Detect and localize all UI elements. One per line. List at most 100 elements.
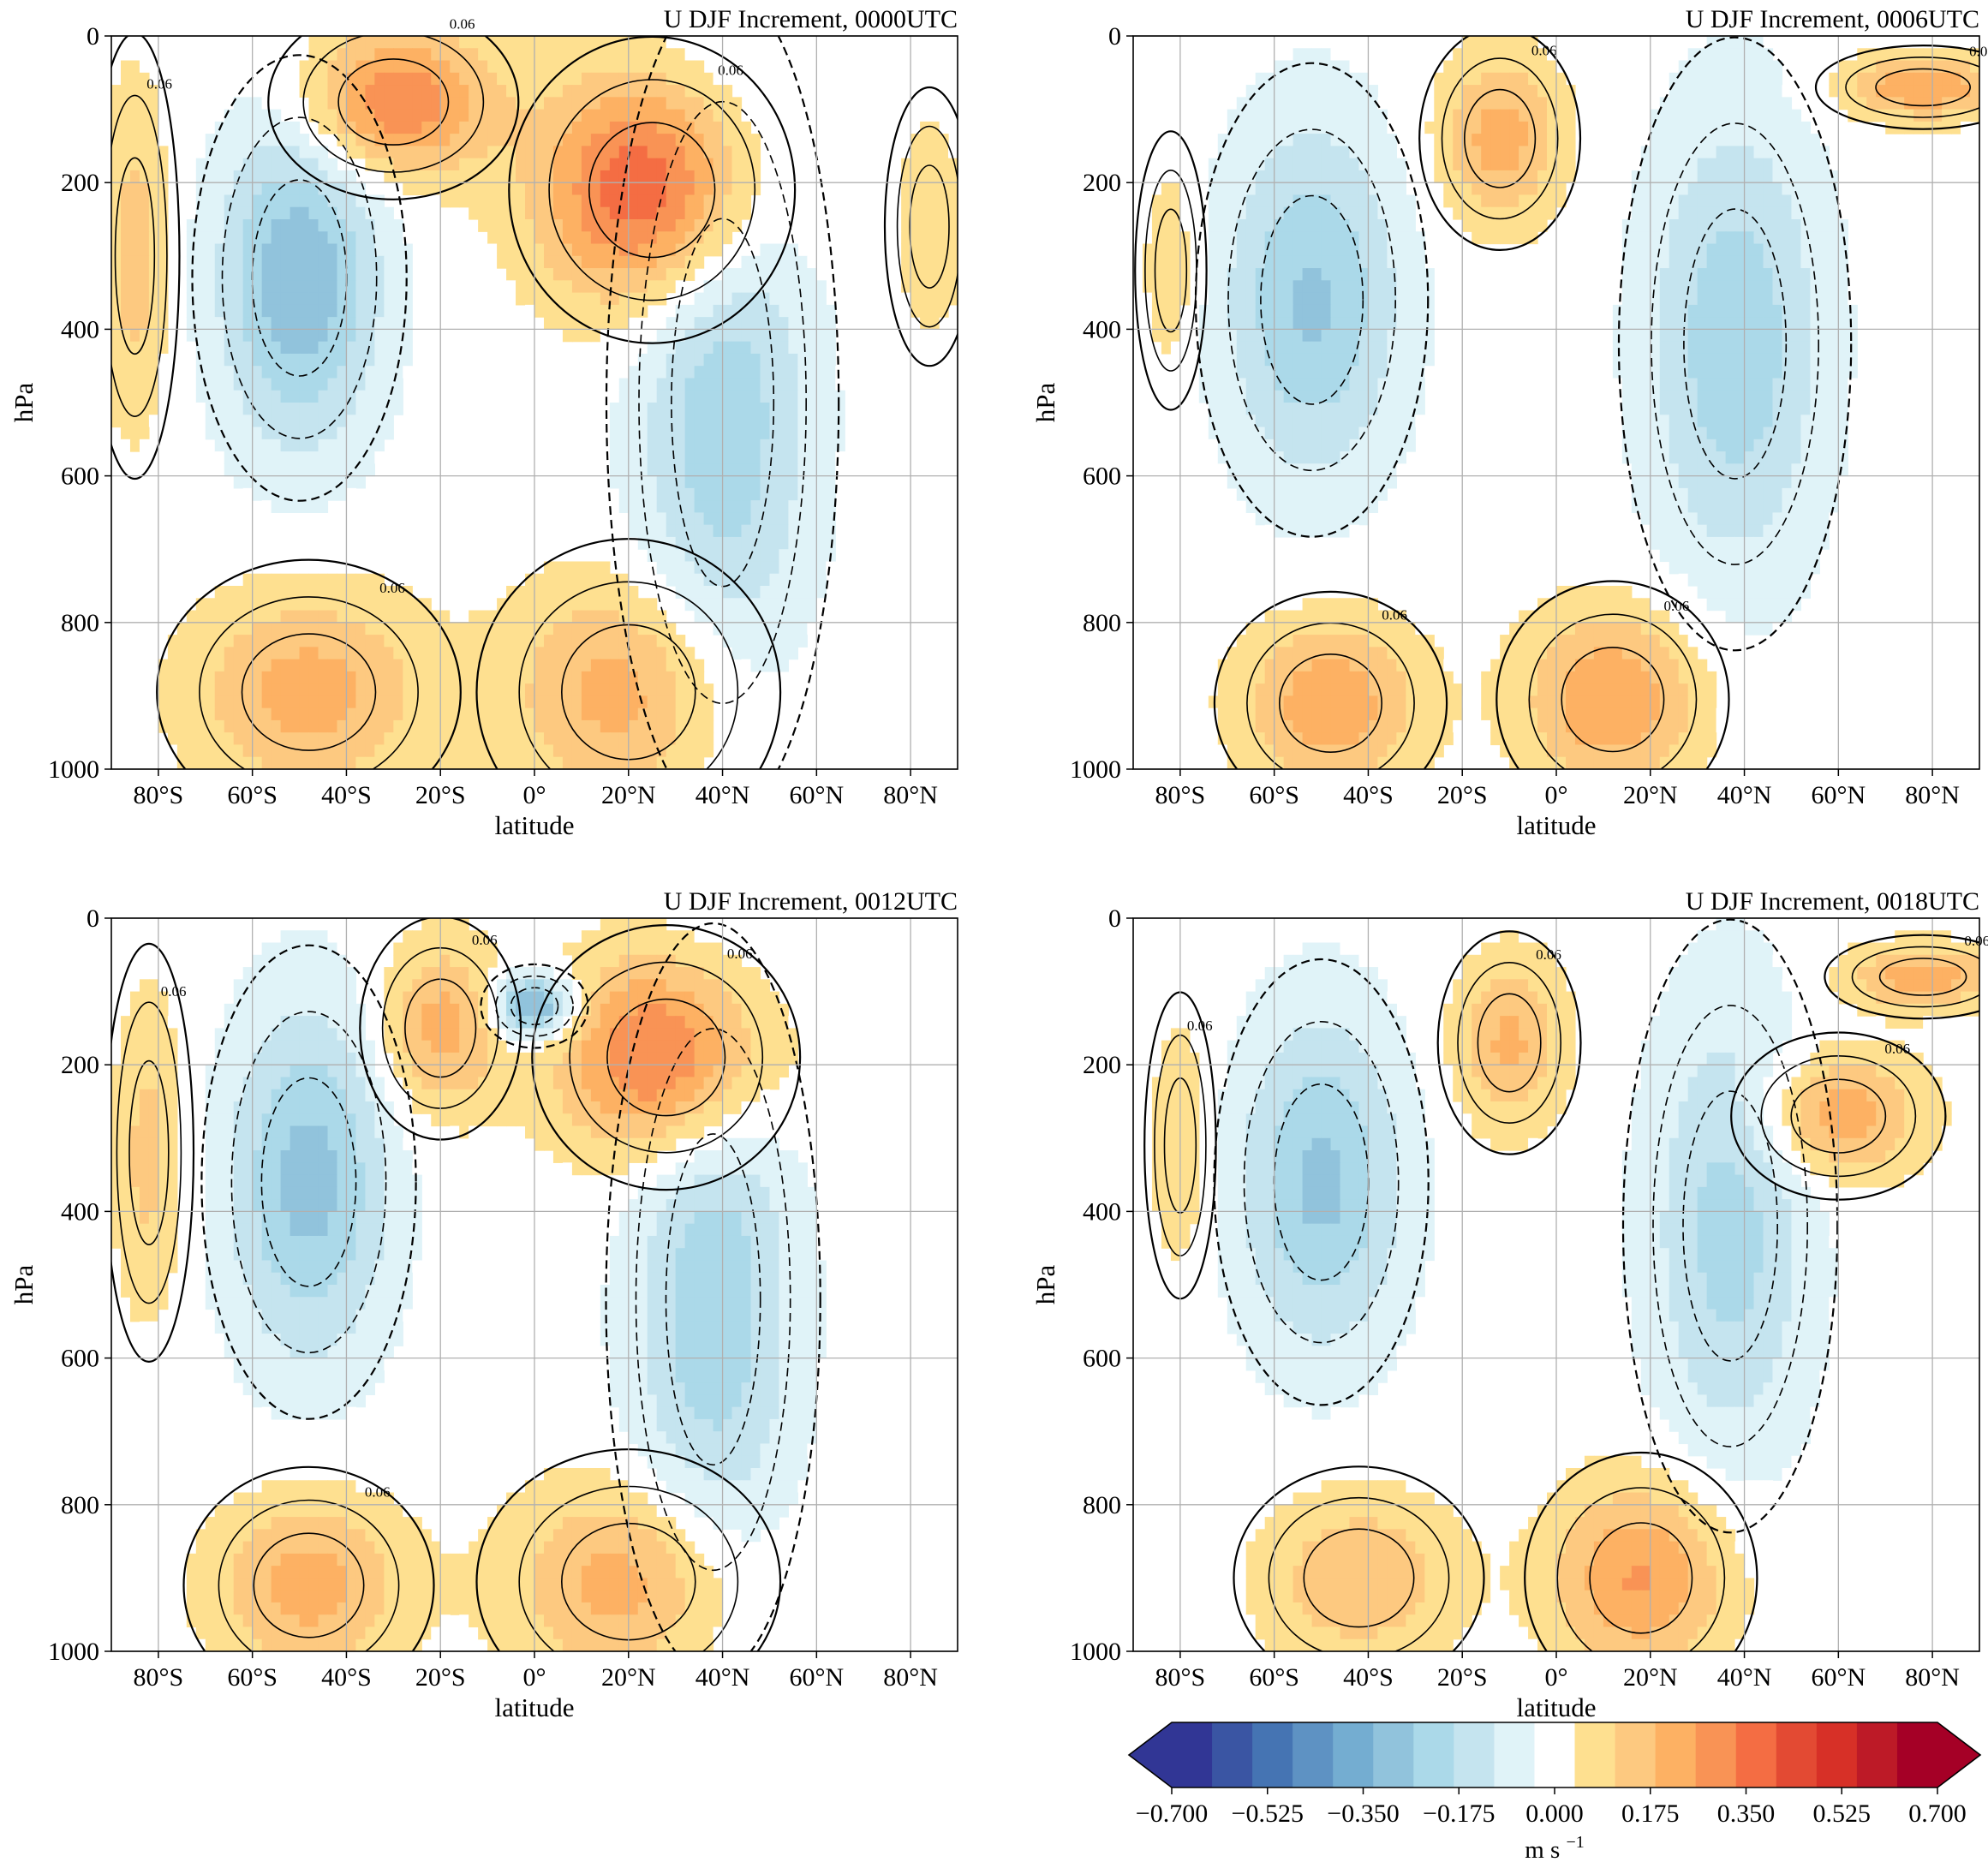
contour-line	[1495, 580, 1730, 769]
colorbar-swatch	[1252, 1722, 1293, 1787]
contour-line	[508, 36, 797, 344]
contour-field	[111, 918, 827, 1651]
contour-line	[337, 58, 450, 146]
contour-line	[1463, 88, 1537, 188]
x-tick-label: 60°S	[227, 781, 278, 809]
x-tick-label: 80°S	[134, 1663, 184, 1692]
colorbar-swatch	[1615, 1722, 1657, 1787]
y-tick-label: 200	[61, 1051, 99, 1079]
x-tick-label: 60°N	[789, 781, 844, 809]
contour-line	[569, 961, 764, 1154]
colorbar: −0.700 −0.525 −0.350 −0.175 0.000 0.175 0.350 0…	[1127, 1722, 1982, 1864]
contour-line	[588, 122, 716, 259]
colorbar-swatch	[1292, 1722, 1334, 1787]
x-tick-label: 60°N	[789, 1663, 844, 1692]
contour-label: 0.06	[365, 1483, 391, 1500]
colorbar-tick-label: 0.000	[1525, 1799, 1584, 1828]
contour-field	[1151, 918, 1979, 1651]
x-tick-label: 20°S	[1437, 781, 1488, 809]
x-axis-label: latitude	[1517, 810, 1597, 840]
contour-line	[241, 633, 377, 751]
panel-0000utc: 0.06 0.06 0.06 0.06 80°S 60°S 40°S 20°S 0° 20°N 40…	[9, 5, 958, 840]
y-axis-label: hPa	[1030, 383, 1060, 423]
contour-line	[665, 1133, 761, 1466]
contour-line	[1418, 36, 1582, 251]
y-axis-label: hPa	[9, 1265, 39, 1305]
contour-line	[1227, 128, 1396, 472]
x-tick-label: 20°N	[1623, 781, 1678, 809]
y-tick-label: 1000	[1070, 755, 1121, 784]
x-tick-label: 40°S	[321, 781, 372, 809]
colorbar-swatch	[1574, 1722, 1616, 1787]
contour-line	[1683, 208, 1788, 480]
x-tick-label: 40°N	[1717, 781, 1772, 809]
contour-label: 0.06	[450, 16, 475, 33]
y-tick-label: 200	[1083, 1051, 1121, 1079]
colorbar-swatch	[1534, 1722, 1576, 1787]
x-tick-label: 80°N	[883, 1663, 938, 1692]
colorbar-swatch	[1172, 1722, 1213, 1787]
contour-line	[1824, 934, 1979, 1020]
panel-0012utc: 0.06 0.06 0.06 0.06 80°S 60°S 40°S 20°S 0° 20°N 40…	[9, 887, 958, 1722]
contour-line	[1528, 613, 1698, 769]
contour-line	[191, 54, 408, 502]
contour-line	[1457, 962, 1561, 1125]
y-tick-label: 800	[1083, 609, 1121, 637]
colorbar-extend-high	[1937, 1722, 1980, 1787]
x-tick-label: 40°N	[1717, 1663, 1772, 1692]
y-tick-label: 0	[1108, 22, 1121, 51]
y-tick-label: 400	[61, 315, 99, 343]
contour-line	[111, 94, 168, 417]
panel-title: U DJF Increment, 0018UTC	[1686, 887, 1979, 916]
x-tick-label: 80°S	[134, 781, 184, 809]
contour-label: 0.06	[1531, 42, 1557, 58]
panel-title: U DJF Increment, 0012UTC	[664, 887, 958, 916]
colorbar-tick-label: −0.700	[1136, 1799, 1208, 1828]
contour-line	[1556, 1487, 1726, 1651]
x-tick-label: 60°S	[1249, 1663, 1299, 1692]
x-tick-label: 60°N	[1811, 1663, 1866, 1692]
contour-label: 0.06	[1382, 606, 1407, 623]
x-tick-label: 40°N	[696, 781, 750, 809]
contour-line	[1652, 1005, 1808, 1447]
contour-line	[1194, 62, 1430, 538]
colorbar-swatch	[1454, 1722, 1495, 1787]
colorbar-swatch	[1413, 1722, 1454, 1787]
colorbar-tick-label: −0.175	[1423, 1799, 1495, 1828]
contour-line	[1436, 930, 1582, 1155]
contour-label: 0.06	[1964, 933, 1988, 949]
x-tick-label: 0°	[523, 781, 546, 809]
contour-line	[1233, 1465, 1485, 1651]
colorbar-tick-label: −0.525	[1232, 1799, 1304, 1828]
contour-line	[1441, 57, 1559, 220]
contour-line	[1561, 647, 1665, 753]
panel-0006utc: 0.06 0.06 0.06 0.06 80°S 60°S 40°S 20°S 0° 20°N 40…	[1030, 5, 1988, 840]
contour-label: 0.06	[1664, 598, 1690, 614]
y-tick-label: 0	[1108, 904, 1121, 933]
x-tick-label: 40°N	[696, 1663, 750, 1692]
x-tick-label: 20°N	[601, 1663, 656, 1692]
contour-line	[605, 922, 821, 1651]
contour-line	[111, 36, 181, 480]
x-tick-label: 0°	[523, 1663, 546, 1692]
contour-line	[253, 1532, 365, 1638]
y-axis-label: hPa	[1030, 1265, 1060, 1305]
colorbar-tick-label: 0.525	[1813, 1799, 1872, 1828]
x-tick-label: 20°N	[1623, 1663, 1678, 1692]
x-axis-label: latitude	[495, 810, 575, 840]
colorbar-extend-low	[1129, 1722, 1172, 1787]
colorbar-swatch	[1776, 1722, 1818, 1787]
colorbar-label: m s −1	[1525, 1833, 1585, 1864]
contour-line	[495, 975, 574, 1037]
contour-line	[156, 558, 462, 769]
contour-line	[896, 125, 958, 328]
contour-line	[1260, 194, 1364, 405]
y-tick-label: 1000	[48, 1638, 99, 1666]
x-axis-label: latitude	[495, 1692, 575, 1722]
contour-line	[1651, 122, 1819, 565]
x-tick-label: 60°N	[1811, 781, 1866, 809]
y-tick-label: 600	[1083, 463, 1121, 491]
colorbar-swatch	[1373, 1722, 1414, 1787]
x-tick-label: 20°S	[415, 781, 466, 809]
